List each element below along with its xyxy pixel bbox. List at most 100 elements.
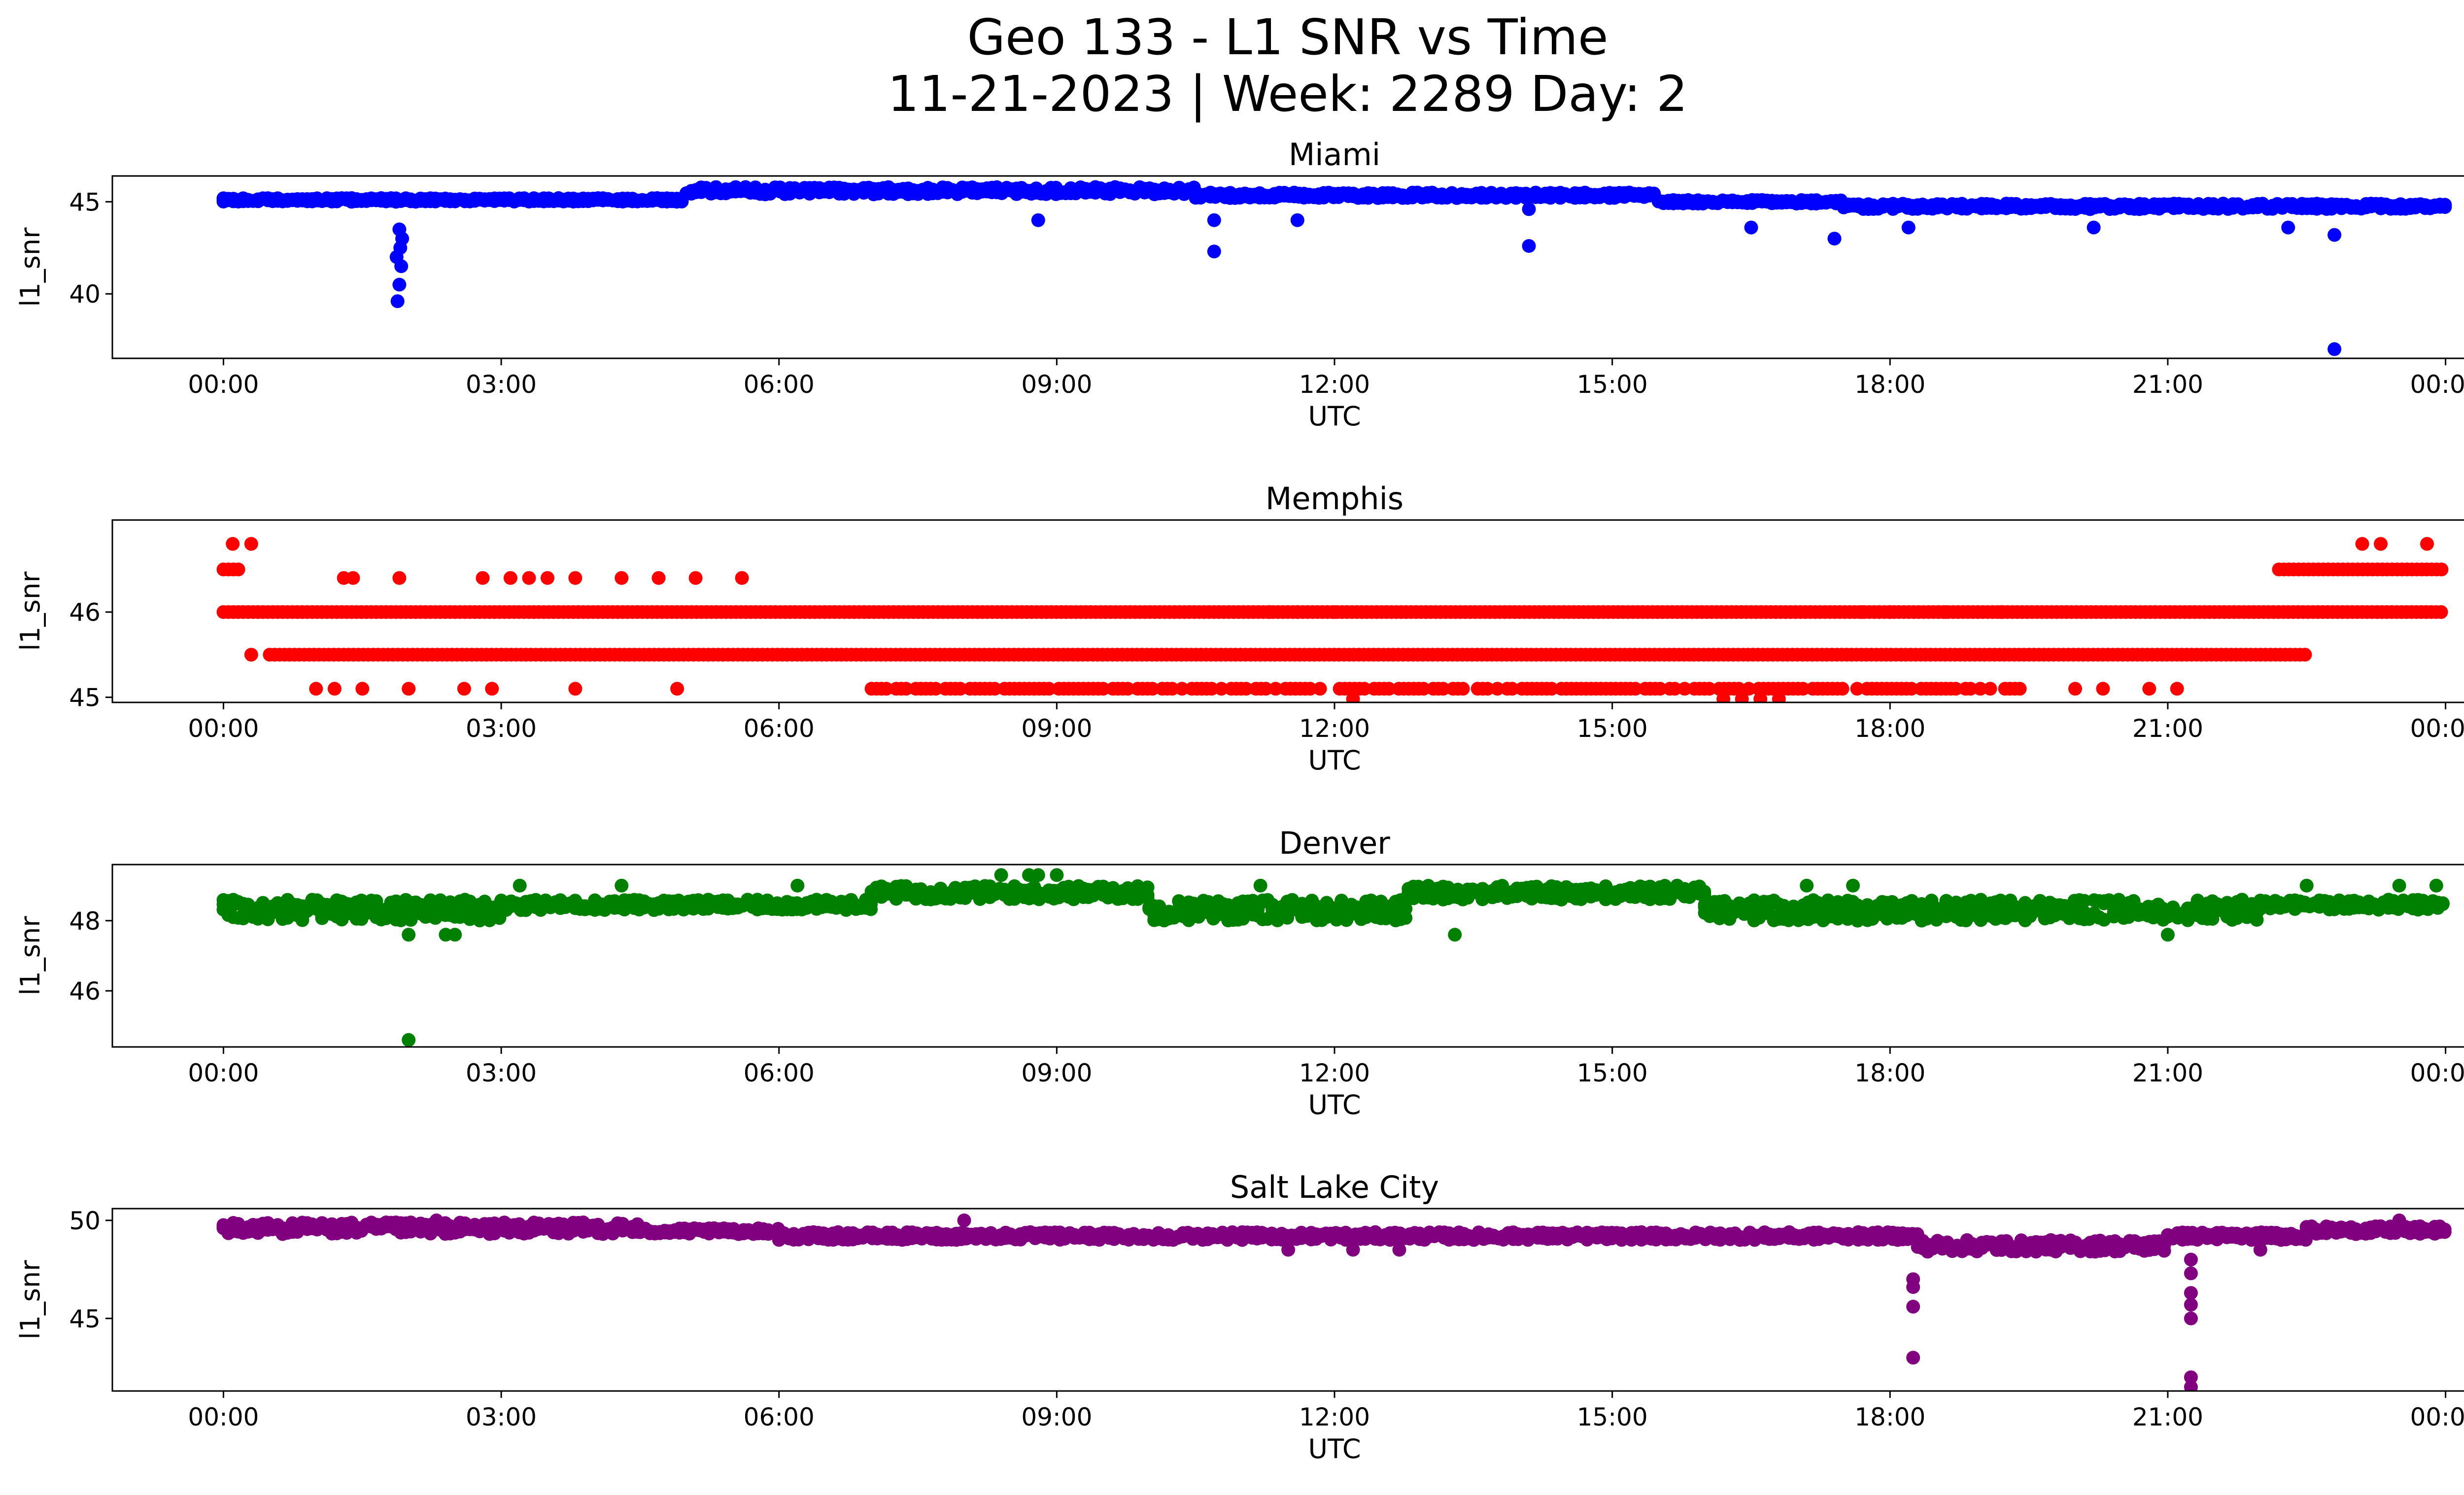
data-point xyxy=(1772,692,1786,702)
subplot-title: Memphis xyxy=(1266,481,1403,517)
data-point xyxy=(2087,220,2101,235)
data-point xyxy=(513,878,527,893)
data-points xyxy=(216,537,2449,702)
data-point xyxy=(2327,228,2342,242)
data-point xyxy=(541,571,554,585)
data-point xyxy=(327,682,342,696)
x-tick-label: 00:00 xyxy=(188,714,259,743)
data-point xyxy=(1175,682,1189,696)
x-axis-label: UTC xyxy=(1308,1089,1361,1120)
x-tick-label: 00:00 xyxy=(2410,1059,2464,1087)
data-point xyxy=(2420,537,2434,551)
axes-frame xyxy=(111,864,2464,1048)
data-point xyxy=(392,571,407,585)
data-point xyxy=(1357,682,1371,696)
data-point xyxy=(2077,894,2091,908)
data-point xyxy=(402,1033,416,1047)
subplot-title: Salt Lake City xyxy=(1230,1169,1439,1205)
data-point xyxy=(1735,692,1749,702)
x-tick-label: 09:00 xyxy=(1021,370,1092,399)
data-points xyxy=(216,868,2450,1047)
data-point xyxy=(476,571,490,585)
x-axis-label: UTC xyxy=(1308,745,1361,776)
data-point xyxy=(1742,682,1756,696)
x-tick-label: 12:00 xyxy=(1299,1059,1370,1087)
x-tick-label: 09:00 xyxy=(1021,714,1092,743)
data-point xyxy=(1042,682,1056,696)
data-point xyxy=(1207,213,1221,227)
data-point xyxy=(1031,213,1045,227)
x-tick-label: 18:00 xyxy=(1854,370,1925,399)
y-axis-label: l1_snr xyxy=(15,571,46,651)
data-point xyxy=(1201,895,1216,909)
data-point xyxy=(615,878,629,893)
data-point xyxy=(503,571,517,585)
data-point xyxy=(448,928,462,942)
data-point xyxy=(231,562,245,577)
x-tick-label: 00:00 xyxy=(188,1059,259,1087)
x-tick-label: 21:00 xyxy=(2132,714,2203,743)
data-point xyxy=(1939,605,1952,619)
x-tick-label: 06:00 xyxy=(744,714,815,743)
data-point xyxy=(522,571,536,585)
figure-title-line2: 11-21-2023 | Week: 2289 Day: 2 xyxy=(888,65,1687,123)
data-point xyxy=(402,928,416,942)
data-point xyxy=(1753,692,1768,702)
figure-title-line1: Geo 133 - L1 SNR vs Time xyxy=(967,8,1608,66)
x-tick-label: 18:00 xyxy=(1854,714,1925,743)
subplot-title: Miami xyxy=(1289,137,1380,173)
data-point xyxy=(790,878,805,893)
data-point xyxy=(1901,220,1916,235)
data-point xyxy=(2298,648,2312,662)
data-point xyxy=(2355,537,2369,551)
data-point xyxy=(1416,682,1431,696)
data-point xyxy=(1904,682,1918,696)
data-point xyxy=(2281,220,2295,235)
data-point xyxy=(1253,878,1267,893)
data-point xyxy=(988,682,1002,696)
data-point xyxy=(1628,682,1643,696)
data-point xyxy=(244,648,258,662)
data-point xyxy=(1328,605,1341,619)
subplot-grid: Miami 00:00 03:00 06:00 09:00 12:00 15:00 18:00… xyxy=(15,137,2464,1464)
data-point xyxy=(2299,878,2314,893)
data-point xyxy=(879,682,893,696)
data-point xyxy=(1827,232,1842,246)
data-point xyxy=(1239,682,1253,696)
data-point xyxy=(1670,878,1684,893)
data-point xyxy=(2327,342,2342,356)
data-point xyxy=(1207,244,1221,259)
data-point xyxy=(1268,682,1283,696)
data-point xyxy=(1165,682,1179,696)
x-tick-label: 03:00 xyxy=(466,370,537,399)
data-point xyxy=(1653,682,1667,696)
data-point xyxy=(1031,868,1045,882)
data-point xyxy=(226,537,240,551)
x-tick-label: 06:00 xyxy=(744,1059,815,1087)
data-point xyxy=(1399,911,1413,925)
subplot-title: Denver xyxy=(1279,825,1390,861)
data-point xyxy=(1522,239,1536,253)
data-point xyxy=(2392,878,2406,893)
data-point xyxy=(309,682,323,696)
data-point xyxy=(615,571,629,585)
data-point xyxy=(1850,682,1864,696)
data-points xyxy=(216,1213,2452,1391)
data-point xyxy=(1140,880,1155,895)
data-point xyxy=(392,222,407,237)
data-point xyxy=(1290,213,1304,227)
data-point xyxy=(402,682,416,696)
data-point xyxy=(2096,682,2110,696)
data-point xyxy=(1346,692,1360,702)
data-points xyxy=(216,180,2452,356)
data-point xyxy=(994,868,1008,882)
x-tick-label: 15:00 xyxy=(1577,370,1648,399)
data-point xyxy=(1835,682,1849,696)
data-point xyxy=(1963,682,1978,696)
x-tick-label: 03:00 xyxy=(466,714,537,743)
y-tick-label: 40 xyxy=(69,280,101,309)
data-point xyxy=(1800,878,1814,893)
